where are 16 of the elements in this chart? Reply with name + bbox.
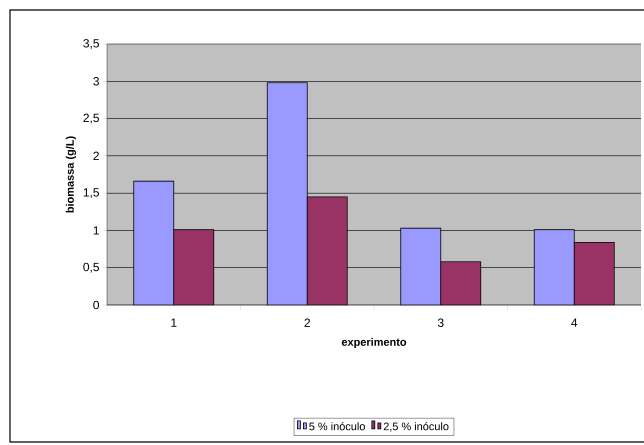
y-tick-label: 3 (93, 77, 99, 86)
x-tick-label: 2 (304, 318, 310, 327)
x-axis-title: experimento (342, 338, 406, 348)
x-tick-label: 4 (571, 318, 578, 327)
y-axis-title: biomassa (g/L) (66, 136, 76, 212)
y-tick-label: 2 (93, 152, 99, 160)
y-tick-label: 0 (93, 300, 100, 310)
legend-label: 5 % inóculo (309, 422, 365, 430)
y-tick-label: 1 (94, 226, 99, 235)
y-tick-label: 3,5 (83, 39, 99, 49)
y-tick-label: 1,5 (84, 188, 99, 198)
legend-label: 2,5 % inóculo (384, 422, 448, 432)
y-tick-label: 0,5 (83, 262, 99, 273)
x-tick-label: 1 (171, 318, 176, 327)
y-tick-label: 2,5 (83, 114, 99, 124)
x-tick-label: 3 (438, 318, 444, 327)
